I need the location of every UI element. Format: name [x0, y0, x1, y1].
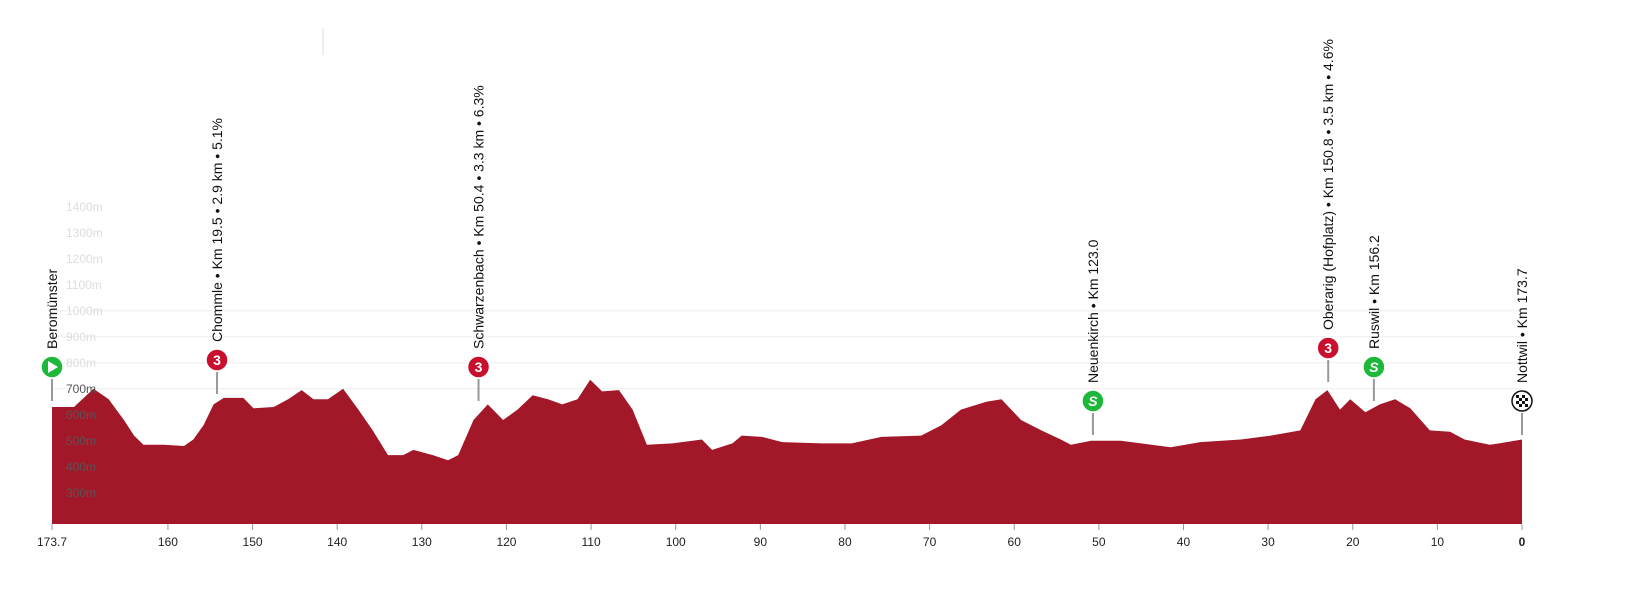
checker-square: [1519, 398, 1522, 401]
marker-label: Nottwil • Km 173.7: [1514, 268, 1530, 383]
marker-badge: 3: [475, 359, 483, 375]
y-tick-label: 600m: [66, 408, 96, 422]
elevation-area: [52, 379, 1522, 524]
climb-category-icon: 3: [466, 355, 491, 379]
marker-start: Beromünster: [40, 269, 64, 401]
climb-category-icon: 3: [205, 348, 229, 372]
checkered-flag-icon: [1511, 390, 1533, 412]
marker-label: Ruswil • Km 156.2: [1366, 235, 1382, 349]
sprint-icon: S: [1081, 389, 1105, 413]
y-tick-label: 900m: [66, 330, 96, 344]
x-tick-label: 120: [496, 535, 516, 549]
checker-square: [1525, 398, 1528, 401]
x-tick-label: 50: [1092, 535, 1106, 549]
marker-sprint: S Ruswil • Km 156.2: [1362, 235, 1386, 401]
icon-circle: [1081, 389, 1105, 413]
checker-square: [1522, 395, 1525, 398]
y-tick-label: 1100m: [66, 278, 102, 292]
y-tick-label: 1200m: [66, 252, 103, 266]
marker-badge: 3: [1324, 340, 1332, 356]
x-tick-label: 160: [158, 535, 178, 549]
x-tick-label: 150: [243, 535, 263, 549]
marker-badge: S: [1369, 359, 1379, 375]
grid: [52, 310, 1522, 390]
x-tick-label: 173.7: [37, 535, 67, 549]
y-tick-label: 800m: [66, 356, 96, 370]
y-tick-label: 1400m: [66, 200, 103, 214]
x-tick-label: 140: [327, 535, 347, 549]
marker-label: Neuenkirch • Km 123.0: [1085, 239, 1101, 383]
checker-square: [1516, 395, 1519, 398]
y-tick-label: 500m: [66, 434, 96, 448]
y-tick-label: 700m: [66, 382, 96, 396]
marker-climb-cat-3: 3 Chommle • Km 19.5 • 2.9 km • 5.1%: [205, 118, 229, 394]
x-tick-label: 10: [1431, 535, 1445, 549]
play-icon: [40, 355, 64, 379]
marker-badge: 3: [213, 352, 221, 368]
marker-climb-cat-3: 3 Schwarzenbach • Km 50.4 • 3.3 km • 6.3%: [466, 85, 491, 401]
marker-climb-cat-3: 3 Oberarig (Hofplatz) • Km 150.8 • 3.5 km…: [1316, 39, 1340, 382]
marker-label: Oberarig (Hofplatz) • Km 150.8 • 3.5 km …: [1320, 39, 1336, 330]
checker-square: [1519, 404, 1522, 407]
y-axis: 300m 400m 500m 600m 700m 800m 900m 1000m 1100m 12…: [66, 200, 103, 500]
marker-badge: S: [1088, 393, 1098, 409]
x-tick-label: 70: [923, 535, 937, 549]
markers: Beromünster 3 Chommle • Km 19.5 • 2.9 km •…: [40, 39, 1533, 435]
y-tick-label: 400m: [66, 460, 96, 474]
icon-circle: [205, 348, 229, 372]
y-tick-label: 1000m: [66, 304, 103, 318]
play-triangle: [48, 361, 58, 373]
x-tick-label: 60: [1008, 535, 1022, 549]
checker-square: [1522, 401, 1525, 404]
x-tick-label: 0: [1519, 535, 1526, 549]
marker-sprint: S Neuenkirch • Km 123.0: [1081, 239, 1105, 435]
x-tick-label: 80: [838, 535, 852, 549]
marker-label: Schwarzenbach • Km 50.4 • 3.3 km • 6.3%: [471, 85, 487, 349]
x-tick-label: 130: [412, 535, 432, 549]
icon-circle: [1316, 336, 1340, 360]
marker-finish: Nottwil • Km 173.7: [1511, 268, 1533, 435]
marker-label: Beromünster: [44, 269, 60, 349]
x-tick-label: 90: [754, 535, 768, 549]
y-tick-label: 300m: [66, 486, 96, 500]
checker-square: [1516, 401, 1519, 404]
checker-square: [1525, 404, 1528, 407]
x-tick-label: 40: [1177, 535, 1191, 549]
x-tick-label: 100: [666, 535, 686, 549]
x-tick-label: 30: [1261, 535, 1275, 549]
climb-category-icon: 3: [1316, 336, 1340, 360]
x-tick-label: 110: [582, 535, 601, 549]
icon-circle: [1362, 355, 1386, 379]
y-tick-label: 1300m: [66, 226, 103, 240]
icon-circle: [466, 355, 491, 379]
sprint-icon: S: [1362, 355, 1386, 379]
x-tick-label: 20: [1346, 535, 1360, 549]
marker-label: Chommle • Km 19.5 • 2.9 km • 5.1%: [209, 118, 225, 342]
x-axis: 173.7 160 150 140 130 120 110 100 90 80 70 60 50 40 30…: [37, 524, 1526, 549]
